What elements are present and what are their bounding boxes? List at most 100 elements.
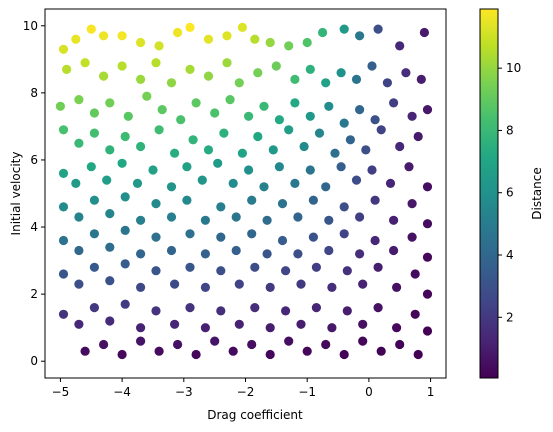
scatter-point: [89, 128, 99, 138]
scatter-point: [265, 349, 275, 360]
scatter-point: [151, 199, 161, 209]
scatter-point: [321, 78, 331, 88]
scatter-point: [284, 125, 294, 135]
scatter-point: [250, 262, 260, 272]
scatter-point: [370, 195, 380, 205]
scatter-point: [99, 71, 109, 81]
scatter-point: [345, 135, 355, 145]
scatter-point: [265, 282, 275, 292]
scatter-point: [185, 22, 195, 32]
scatter-point: [407, 111, 417, 121]
scatter-point: [216, 202, 226, 212]
scatter-point: [324, 215, 334, 225]
scatter-point: [259, 182, 269, 192]
scatter-point: [99, 339, 109, 350]
x-tick-label: −2: [237, 385, 255, 399]
scatter-point: [244, 165, 254, 175]
scatter-point: [210, 108, 220, 118]
scatter-point: [324, 101, 334, 111]
scatter-point: [247, 339, 257, 350]
scatter-point: [136, 336, 146, 346]
scatter-point: [132, 178, 143, 188]
scatter-point: [376, 346, 386, 356]
scatter-point: [336, 68, 346, 78]
scatter-point: [123, 111, 133, 121]
scatter-point: [314, 128, 325, 138]
scatter-point: [151, 306, 161, 316]
scatter-points: [55, 22, 433, 360]
x-tick-label: 0: [365, 385, 373, 399]
scatter-point: [228, 346, 238, 356]
scatter-point: [355, 105, 365, 115]
scatter-point: [407, 232, 417, 242]
scatter-point: [213, 158, 223, 168]
scatter-point: [342, 266, 352, 276]
scatter-point: [58, 125, 69, 135]
scatter-point: [370, 235, 380, 246]
scatter-point: [210, 336, 220, 346]
scatter-point: [302, 37, 312, 48]
scatter-point: [120, 259, 130, 269]
scatter-point: [262, 215, 272, 225]
scatter-point: [225, 95, 235, 105]
scatter-point: [392, 282, 402, 292]
scatter-point: [305, 64, 315, 74]
scatter-point: [358, 319, 368, 329]
x-axis-label: Drag coefficient: [207, 408, 303, 422]
scatter-point: [136, 74, 146, 84]
colorbar-tick-label: 6: [506, 186, 514, 200]
scatter-point: [200, 323, 210, 333]
scatter-point: [401, 68, 411, 78]
scatter-point: [370, 115, 380, 125]
scatter-point: [422, 289, 433, 299]
scatter-point: [71, 178, 81, 188]
scatter-point: [253, 68, 263, 78]
scatter-point: [58, 309, 69, 319]
scatter-point: [404, 162, 414, 172]
scatter-point: [373, 303, 383, 313]
scatter-point: [105, 209, 115, 219]
scatter-point: [89, 108, 99, 118]
scatter-point: [422, 252, 433, 262]
scatter-point: [290, 74, 300, 84]
scatter-point: [324, 245, 334, 256]
scatter-point: [284, 41, 294, 51]
scatter-point: [410, 309, 420, 319]
scatter-point: [373, 24, 383, 34]
scatter-point: [105, 98, 115, 108]
scatter-point: [200, 282, 210, 292]
y-tick-label: 2: [30, 287, 38, 301]
scatter-point: [151, 266, 161, 276]
scatter-point: [395, 141, 405, 152]
scatter-point: [422, 219, 433, 229]
scatter-point: [151, 58, 161, 68]
scatter-point: [231, 212, 241, 222]
scatter-point: [228, 178, 238, 188]
scatter-point: [157, 105, 167, 115]
scatter-point: [80, 346, 90, 356]
scatter-point: [185, 229, 195, 239]
x-tick-label: 1: [427, 385, 435, 399]
scatter-point: [299, 141, 309, 152]
scatter-point: [58, 235, 69, 246]
scatter-point: [185, 262, 195, 272]
scatter-point: [182, 195, 192, 205]
scatter-point: [318, 27, 328, 38]
scatter-point: [105, 242, 115, 252]
colorbar-tick-label: 10: [506, 61, 521, 75]
scatter-point: [265, 37, 275, 48]
scatter-point: [422, 182, 433, 192]
scatter-point: [120, 299, 130, 309]
scatter-point: [148, 165, 158, 175]
scatter-point: [296, 319, 306, 329]
scatter-point: [281, 306, 291, 316]
scatter-point: [277, 235, 288, 246]
x-tick-label: −4: [113, 385, 131, 399]
scatter-point: [117, 61, 127, 71]
scatter-point: [105, 145, 115, 155]
scatter-point: [74, 95, 84, 105]
scatter-point: [58, 168, 69, 178]
scatter-point: [389, 98, 399, 108]
scatter-point: [117, 349, 127, 360]
scatter-point: [302, 346, 312, 356]
